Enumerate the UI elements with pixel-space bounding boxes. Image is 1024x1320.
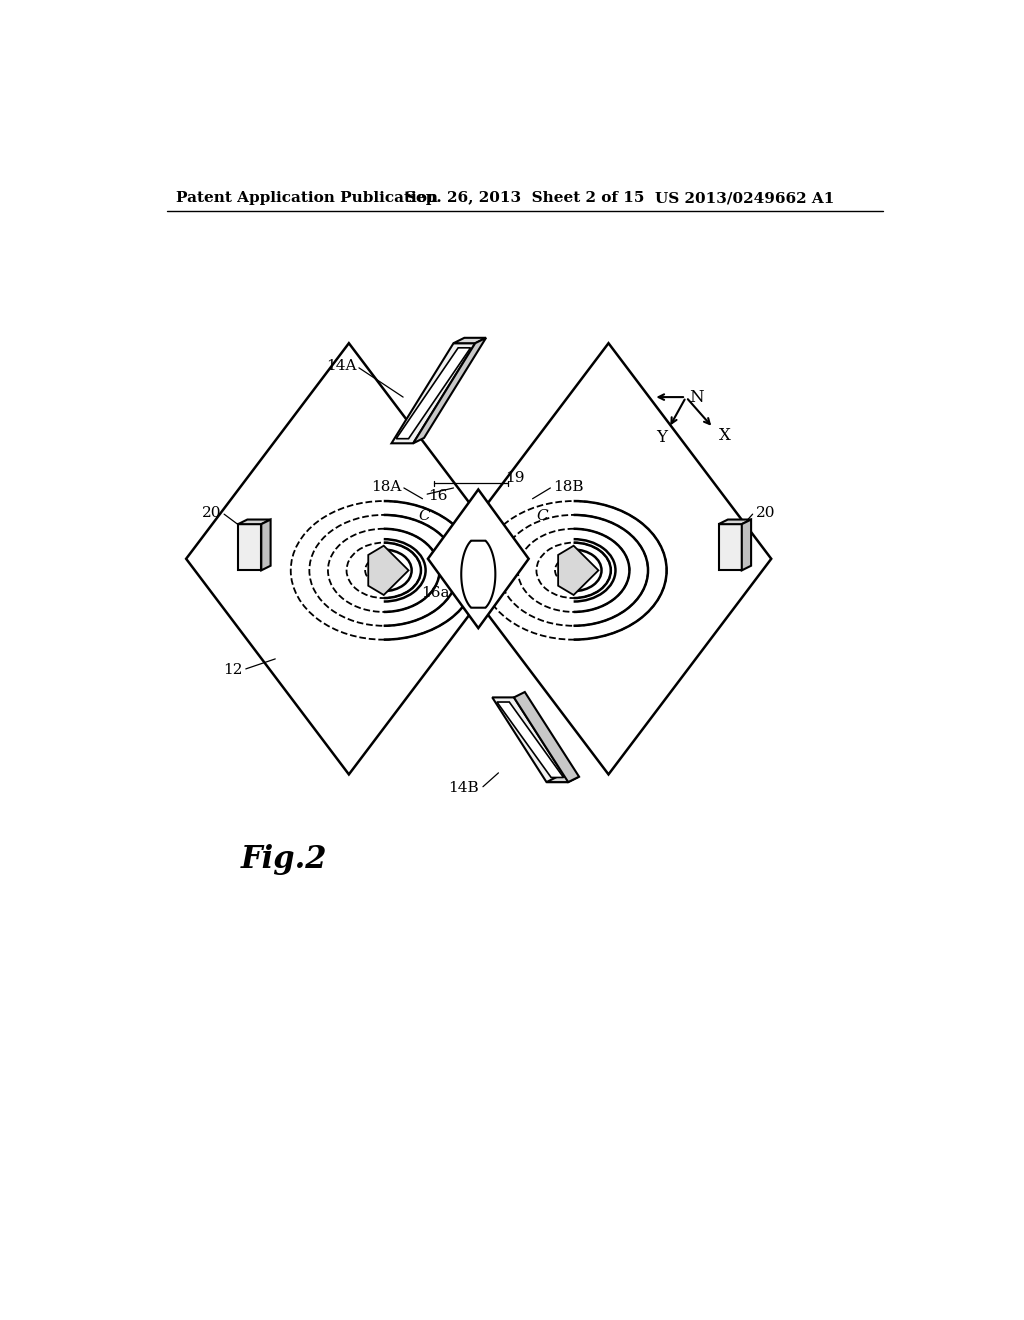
Polygon shape xyxy=(261,520,270,570)
Polygon shape xyxy=(445,343,771,775)
Polygon shape xyxy=(514,692,579,781)
Polygon shape xyxy=(497,702,563,777)
Polygon shape xyxy=(414,338,486,444)
Polygon shape xyxy=(493,697,568,781)
Text: 20: 20 xyxy=(202,506,221,520)
Text: 20: 20 xyxy=(756,506,775,520)
Text: C: C xyxy=(537,510,549,524)
Polygon shape xyxy=(558,545,598,595)
Polygon shape xyxy=(428,490,528,628)
Polygon shape xyxy=(396,348,471,438)
Text: 18B: 18B xyxy=(553,480,584,494)
Text: N: N xyxy=(689,388,703,405)
Polygon shape xyxy=(719,520,751,524)
Polygon shape xyxy=(547,776,579,781)
Text: 14B: 14B xyxy=(449,781,479,795)
Text: 16: 16 xyxy=(428,488,447,503)
Text: 16a: 16a xyxy=(421,586,450,601)
Polygon shape xyxy=(238,524,261,570)
Text: X: X xyxy=(719,428,730,444)
Polygon shape xyxy=(461,541,496,607)
Polygon shape xyxy=(238,520,270,524)
Polygon shape xyxy=(391,343,475,444)
Text: C: C xyxy=(418,510,430,524)
Text: Patent Application Publication: Patent Application Publication xyxy=(176,191,438,206)
Polygon shape xyxy=(186,343,512,775)
Text: 18A: 18A xyxy=(371,480,401,494)
Text: 19: 19 xyxy=(506,471,525,484)
Polygon shape xyxy=(369,545,409,595)
Text: Fig.2: Fig.2 xyxy=(241,843,327,875)
Polygon shape xyxy=(719,524,741,570)
Text: Y: Y xyxy=(655,429,667,446)
Text: 14A: 14A xyxy=(326,359,356,374)
Text: US 2013/0249662 A1: US 2013/0249662 A1 xyxy=(655,191,835,206)
Text: Sep. 26, 2013  Sheet 2 of 15: Sep. 26, 2013 Sheet 2 of 15 xyxy=(406,191,645,206)
Polygon shape xyxy=(454,338,486,343)
Polygon shape xyxy=(741,520,751,570)
Text: 12: 12 xyxy=(223,664,243,677)
